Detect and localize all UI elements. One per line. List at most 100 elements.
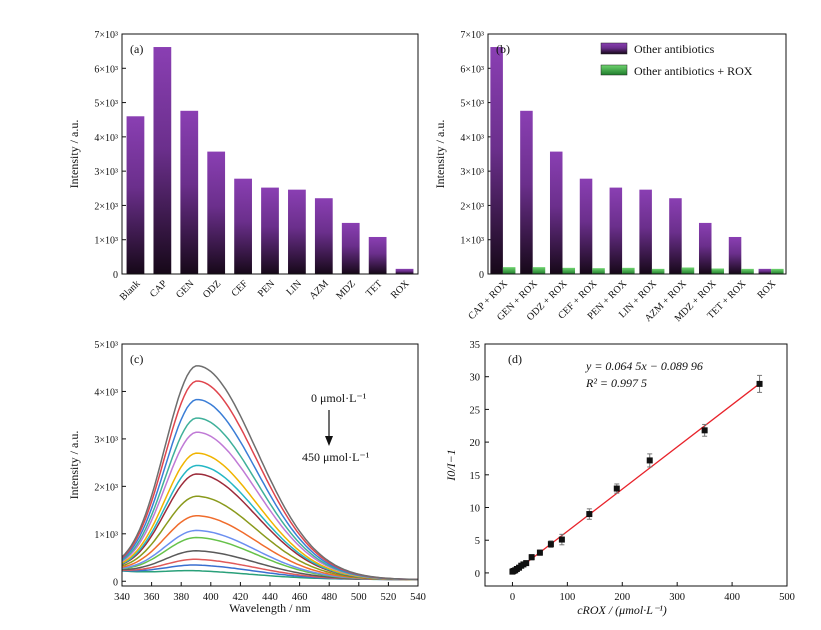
b-bar-other-rox xyxy=(771,268,784,274)
d-ytick-label: 15 xyxy=(470,471,481,482)
panel-c: 340 360 380 400 420 440 460 480 500 520 540 0 1×10³ 2… xyxy=(67,340,426,615)
a-xtick-label: ROX xyxy=(389,278,412,301)
a-xtick-label: MDZ xyxy=(334,278,358,302)
panel-d-equation: y = 0.064 5x − 0.089 96 xyxy=(585,359,703,373)
b-ytick-label: 6×10³ xyxy=(460,64,484,75)
panel-a-plot: 0 1×10³ 2×10³ 3×10³ 4×10³ 5×10³ 6×10³ 7×10³ Blan… xyxy=(94,30,414,303)
d-xtick-label: 100 xyxy=(559,592,575,603)
a-bar xyxy=(395,268,414,274)
c-xtick-label: 500 xyxy=(351,592,367,603)
panel-d: 0 100 200 300 400 500 0 5 10 15 20 25 30 35 (d) y = 0… xyxy=(444,340,795,617)
d-point xyxy=(646,457,653,464)
c-spectrum-line xyxy=(121,398,418,581)
panel-c-label: (c) xyxy=(130,352,143,366)
a-ytick-label: 0 xyxy=(113,270,118,281)
a-xtick-label: CAP xyxy=(148,278,170,300)
b-bar-other-rox xyxy=(502,267,516,274)
a-xtick-label: AZM xyxy=(307,278,331,302)
b-bar-other xyxy=(728,236,742,274)
panel-b: 01×10³2×10³3×10³4×10³5×10³6×10³7×10³CAP … xyxy=(433,30,787,324)
a-bar xyxy=(261,187,279,274)
panel-a: 0 1×10³ 2×10³ 3×10³ 4×10³ 5×10³ 6×10³ 7×10³ Blan… xyxy=(67,30,419,303)
panel-b-label: (b) xyxy=(496,42,510,56)
d-fit-line xyxy=(512,381,763,575)
c-ytick-label: 3×10³ xyxy=(94,435,118,446)
panel-b-ylabel: Intensity / a.u. xyxy=(433,120,447,189)
b-bar-other-rox xyxy=(681,267,695,274)
a-bar xyxy=(341,222,360,274)
d-point xyxy=(558,536,565,543)
panel-b-legend: Other antibiotics Other antibiotics + RO… xyxy=(600,42,753,78)
d-point xyxy=(756,380,763,387)
b-ytick-label: 1×10³ xyxy=(460,236,484,247)
b-ytick-label: 4×10³ xyxy=(460,133,484,144)
a-bar xyxy=(288,189,306,274)
a-bar xyxy=(153,47,172,275)
panel-c-annot-top: 0 μmol·L⁻¹ xyxy=(311,391,367,405)
b-bar-other xyxy=(490,47,503,275)
a-xtick-label: Blank xyxy=(118,278,143,303)
panel-c-xlabel: Wavelength / nm xyxy=(229,601,311,615)
d-ytick-label: 25 xyxy=(470,405,481,416)
d-xtick-label: 500 xyxy=(779,592,795,603)
d-xtick-label: 0 xyxy=(510,592,515,603)
d-point xyxy=(613,485,620,492)
a-ytick-label: 5×10³ xyxy=(94,99,118,110)
b-xtick-label: ROX xyxy=(756,278,779,301)
panel-d-xlabel: cROX / (μmol·L⁻¹) xyxy=(577,603,667,617)
d-ytick-label: 10 xyxy=(470,504,481,515)
a-bar xyxy=(314,198,333,274)
b-bar-other xyxy=(669,198,682,274)
a-xtick-label: LIN xyxy=(284,278,304,298)
b-bar-other-rox xyxy=(741,268,754,274)
c-xtick-label: 540 xyxy=(410,592,426,603)
c-spectrum-line xyxy=(121,365,418,581)
d-ytick-label: 35 xyxy=(470,340,481,351)
legend-swatch-other-rox xyxy=(600,64,628,76)
c-xtick-label: 440 xyxy=(262,592,278,603)
d-point xyxy=(586,511,593,518)
b-bar-other xyxy=(758,268,772,274)
b-bar-other xyxy=(609,187,623,274)
b-bar-other xyxy=(579,178,593,274)
c-xtick-label: 340 xyxy=(114,592,130,603)
c-xtick-label: 400 xyxy=(203,592,219,603)
c-ytick-label: 5×10³ xyxy=(94,340,118,351)
a-bar xyxy=(207,151,226,274)
panel-d-r2: R² = 0.997 5 xyxy=(585,376,647,390)
a-bar xyxy=(368,236,387,274)
b-bar-other-rox xyxy=(651,268,665,274)
c-xtick-label: 420 xyxy=(233,592,249,603)
panel-b-frame xyxy=(487,33,787,275)
d-xtick-label: 400 xyxy=(724,592,740,603)
a-xtick-label: PEN xyxy=(256,278,277,299)
panel-c-frame xyxy=(121,343,419,587)
panel-c-arrow-head xyxy=(325,436,333,446)
c-xtick-label: 480 xyxy=(321,592,337,603)
panel-d-label: (d) xyxy=(508,352,522,366)
panel-a-label: (a) xyxy=(130,42,143,56)
d-point xyxy=(528,554,535,561)
panel-c-ylabel: Intensity / a.u. xyxy=(67,431,81,500)
b-ytick-label: 2×10³ xyxy=(460,201,484,212)
a-ytick-label: 7×10³ xyxy=(94,30,118,41)
d-ytick-label: 5 xyxy=(475,536,480,547)
panel-c-plot: 340 360 380 400 420 440 460 480 500 520 540 0 1×10³ 2… xyxy=(94,340,426,603)
b-ytick-label: 3×10³ xyxy=(460,167,484,178)
c-spectrum-line xyxy=(121,529,419,581)
legend-label-other: Other antibiotics xyxy=(634,42,715,56)
b-bar-other xyxy=(639,189,652,274)
panel-a-ylabel: Intensity / a.u. xyxy=(67,120,81,189)
d-point xyxy=(547,541,554,548)
a-xtick-label: CEF xyxy=(229,278,250,299)
d-point xyxy=(701,427,708,434)
b-bar-other-rox xyxy=(622,267,635,274)
panel-d-ylabel: I0/I−1 xyxy=(444,449,458,481)
d-ytick-label: 30 xyxy=(470,373,481,384)
a-ytick-label: 2×10³ xyxy=(94,201,118,212)
panel-d-plot: 0 100 200 300 400 500 0 5 10 15 20 25 30 35 xyxy=(470,340,795,603)
a-xtick-label: TET xyxy=(364,278,385,299)
d-point xyxy=(523,560,530,567)
d-ytick-label: 20 xyxy=(470,438,481,449)
legend-swatch-other xyxy=(600,42,628,55)
